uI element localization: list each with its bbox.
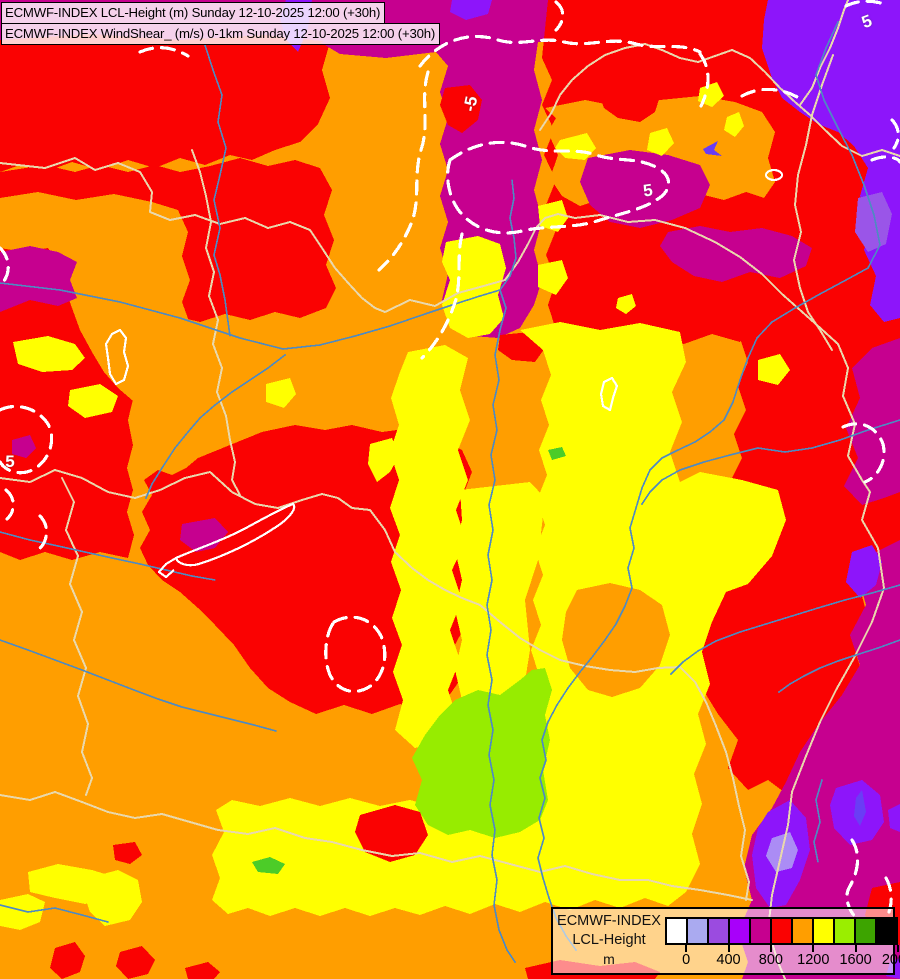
river-danube-west	[0, 179, 517, 350]
legend-swatch-8	[833, 917, 856, 945]
border-vertical-austria	[191, 149, 241, 496]
river-danube-north	[204, 44, 231, 337]
river-tisza	[537, 21, 881, 951]
legend-tick-mark	[854, 945, 857, 952]
lake-balaton-outline	[174, 502, 296, 567]
river-east-2	[670, 584, 900, 675]
border-northeast-branch	[799, 0, 849, 106]
legend-tick-label: 800	[758, 952, 784, 968]
green-regions	[252, 447, 566, 874]
legend-swatch-1	[686, 917, 709, 945]
legend-parameter-label: LCL-Height	[572, 932, 646, 948]
windshear-contour-label: 5	[5, 452, 15, 471]
legend-color-scale	[665, 917, 898, 945]
lake-neusiedl-outline	[104, 328, 130, 386]
legend-swatch-2	[707, 917, 730, 945]
river-east-3	[778, 639, 900, 693]
small-contour-ring	[764, 168, 784, 182]
orange-island-center	[562, 583, 670, 697]
legend-swatch-9	[854, 917, 877, 945]
region-red-balaton	[140, 425, 472, 714]
river-southwest	[0, 904, 109, 923]
border-southwest	[0, 791, 753, 901]
legend-swatch-0	[665, 917, 688, 945]
legend-tick-label: 0	[682, 952, 691, 968]
legend-swatch-6	[791, 917, 814, 945]
river-west-2	[0, 639, 277, 732]
windshear-contours	[0, 0, 900, 924]
border-west-vertical	[61, 477, 93, 796]
lake-balaton-appendix	[157, 557, 177, 579]
legend-tick-mark	[727, 945, 730, 952]
border-east-vertical	[793, 54, 834, 351]
legend-unit-label: m	[603, 951, 615, 967]
border-mid-west	[0, 469, 371, 511]
lakes	[104, 168, 784, 579]
legend-swatch-10	[875, 917, 898, 945]
map-title-secondary: ECMWF-INDEX WindShear_ (m/s) 0-1km Sunda…	[1, 23, 441, 45]
legend-model-label: ECMWF-INDEX	[557, 913, 661, 929]
legend-tick-label: 2000	[881, 952, 900, 968]
river-east-1	[641, 419, 900, 505]
river-southeast	[813, 779, 823, 863]
border-south-central	[369, 509, 750, 901]
legend-tick-label: 1200	[797, 952, 830, 968]
legend-tick-label: 1600	[839, 952, 872, 968]
legend-swatch-3	[728, 917, 751, 945]
border-northeast-diagonal	[539, 43, 900, 157]
legend-tick-mark	[812, 945, 815, 952]
border-north	[384, 213, 871, 493]
legend: ECMWF-INDEX LCL-Height m 0 400 800 1200 1600…	[551, 907, 900, 975]
legend-tick-label: 400	[716, 952, 741, 968]
legend-swatch-5	[770, 917, 793, 945]
river-west-1	[0, 531, 216, 581]
river-raba	[145, 354, 286, 499]
border-northwest	[0, 157, 386, 313]
rivers	[0, 21, 900, 963]
lake-tisza-outline	[599, 376, 619, 412]
legend-swatch-4	[749, 917, 772, 945]
region-red-small-top	[440, 85, 482, 133]
legend-tick-mark	[685, 945, 688, 952]
legend-tick-mark	[897, 945, 899, 952]
river-danube-south	[486, 289, 516, 963]
legend-swatch-7	[812, 917, 835, 945]
map-title-primary: ECMWF-INDEX LCL-Height (m) Sunday 12-10-…	[1, 2, 386, 24]
legend-text-block: ECMWF-INDEX LCL-Height m	[553, 912, 665, 969]
legend-tick-mark	[769, 945, 772, 952]
region-red-tongue	[600, 96, 660, 122]
